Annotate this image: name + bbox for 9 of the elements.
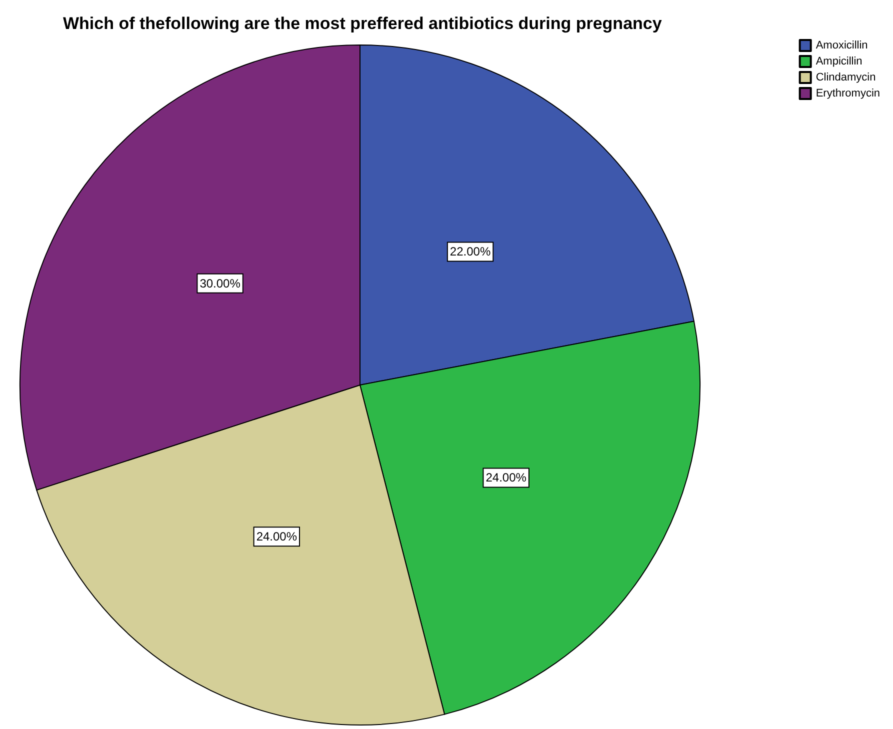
data-label: 22.00% xyxy=(450,244,491,259)
data-label: 24.00% xyxy=(256,530,298,544)
legend-label: Ampicillin xyxy=(816,56,862,68)
data-label: 24.00% xyxy=(486,470,527,485)
legend-label: Amoxicillin xyxy=(816,40,868,52)
legend-label: Erythromycin xyxy=(816,88,880,100)
chart-title: Which of thefollowing are the most preffered antibiotics during pregnancy xyxy=(63,14,662,33)
data-label: 30.00% xyxy=(200,276,241,290)
legend-label: Clindamycin xyxy=(816,72,876,84)
